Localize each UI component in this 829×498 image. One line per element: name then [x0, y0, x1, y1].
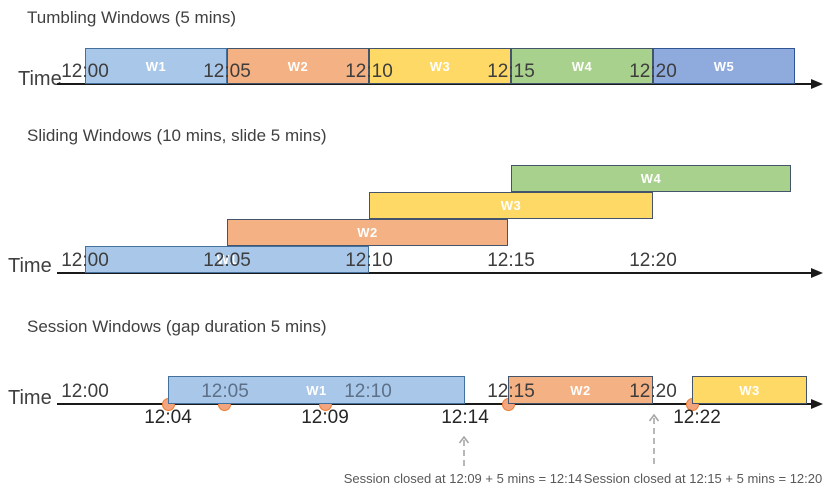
event-time-label: 12:14 — [441, 407, 489, 428]
tick-label: 12:00 — [61, 381, 109, 402]
window-w1: W1 — [85, 246, 369, 273]
event-time-label: 12:22 — [673, 407, 721, 428]
window-w5: W5 — [653, 48, 795, 84]
dashed-up-arrow-icon — [458, 435, 470, 471]
window-label: W5 — [713, 58, 735, 74]
window-label: W2 — [357, 225, 378, 240]
window-w4: W4 — [511, 48, 653, 84]
tick-label: 12:10 — [345, 61, 393, 82]
time-axis-label: Time — [8, 255, 52, 277]
tick-label: 12:10 — [345, 250, 393, 271]
tick-label: 12:05 — [203, 61, 251, 82]
timeline — [57, 272, 813, 274]
window-w1: W1 — [168, 376, 465, 404]
tick-label: 12:15 — [487, 381, 535, 402]
time-axis-label: Time — [8, 387, 52, 409]
timeline-arrowhead-icon — [811, 79, 823, 89]
session-closed-annotation: Session closed at 12:09 + 5 mins = 12:14 — [343, 471, 583, 486]
window-label: W2 — [287, 58, 309, 74]
window-label: W1 — [216, 252, 238, 267]
window-w2: W2 — [227, 219, 508, 246]
window-label: W4 — [571, 58, 593, 74]
tick-label: 12:20 — [629, 250, 677, 271]
window-label: W4 — [640, 171, 662, 186]
timeline-arrowhead-icon — [811, 399, 823, 409]
dashed-up-arrow-icon — [648, 413, 660, 471]
tick-label: 12:00 — [61, 250, 109, 271]
window-label: W3 — [739, 382, 760, 398]
event-time-label: 12:09 — [301, 407, 349, 428]
window-w1: W1 — [85, 48, 227, 84]
timeline-arrowhead-icon — [811, 268, 823, 278]
window-label: W3 — [500, 198, 522, 213]
window-w3: W3 — [369, 48, 511, 84]
tick-label: 12:20 — [629, 381, 677, 402]
event-time-label: 12:04 — [144, 407, 192, 428]
window-w2: W2 — [227, 48, 369, 84]
window-w4: W4 — [511, 165, 791, 192]
tick-label: 12:20 — [629, 61, 677, 82]
timeline — [57, 403, 813, 405]
window-label: W2 — [570, 382, 591, 398]
window-w2: W2 — [508, 376, 653, 404]
window-label: W3 — [429, 58, 451, 74]
tick-label: 12:00 — [61, 61, 109, 82]
timeline — [57, 83, 813, 85]
tick-label: 12:15 — [487, 61, 535, 82]
tick-label: 12:15 — [487, 250, 535, 271]
window-label: W1 — [306, 382, 327, 398]
tick-label: 12:05 — [201, 381, 249, 402]
window-w3: W3 — [692, 376, 807, 404]
session-closed-annotation: Session closed at 12:15 + 5 mins = 12:20 — [583, 471, 823, 486]
section-title-session: Session Windows (gap duration 5 mins) — [27, 317, 327, 336]
section-title-tumbling: Tumbling Windows (5 mins) — [27, 8, 237, 27]
window-w3: W3 — [369, 192, 653, 219]
window-label: W1 — [145, 58, 167, 74]
time-axis-label: Time — [18, 68, 62, 90]
section-title-sliding: Sliding Windows (10 mins, slide 5 mins) — [27, 126, 327, 145]
tick-label: 12:10 — [344, 381, 392, 402]
tick-label: 12:05 — [203, 250, 251, 271]
